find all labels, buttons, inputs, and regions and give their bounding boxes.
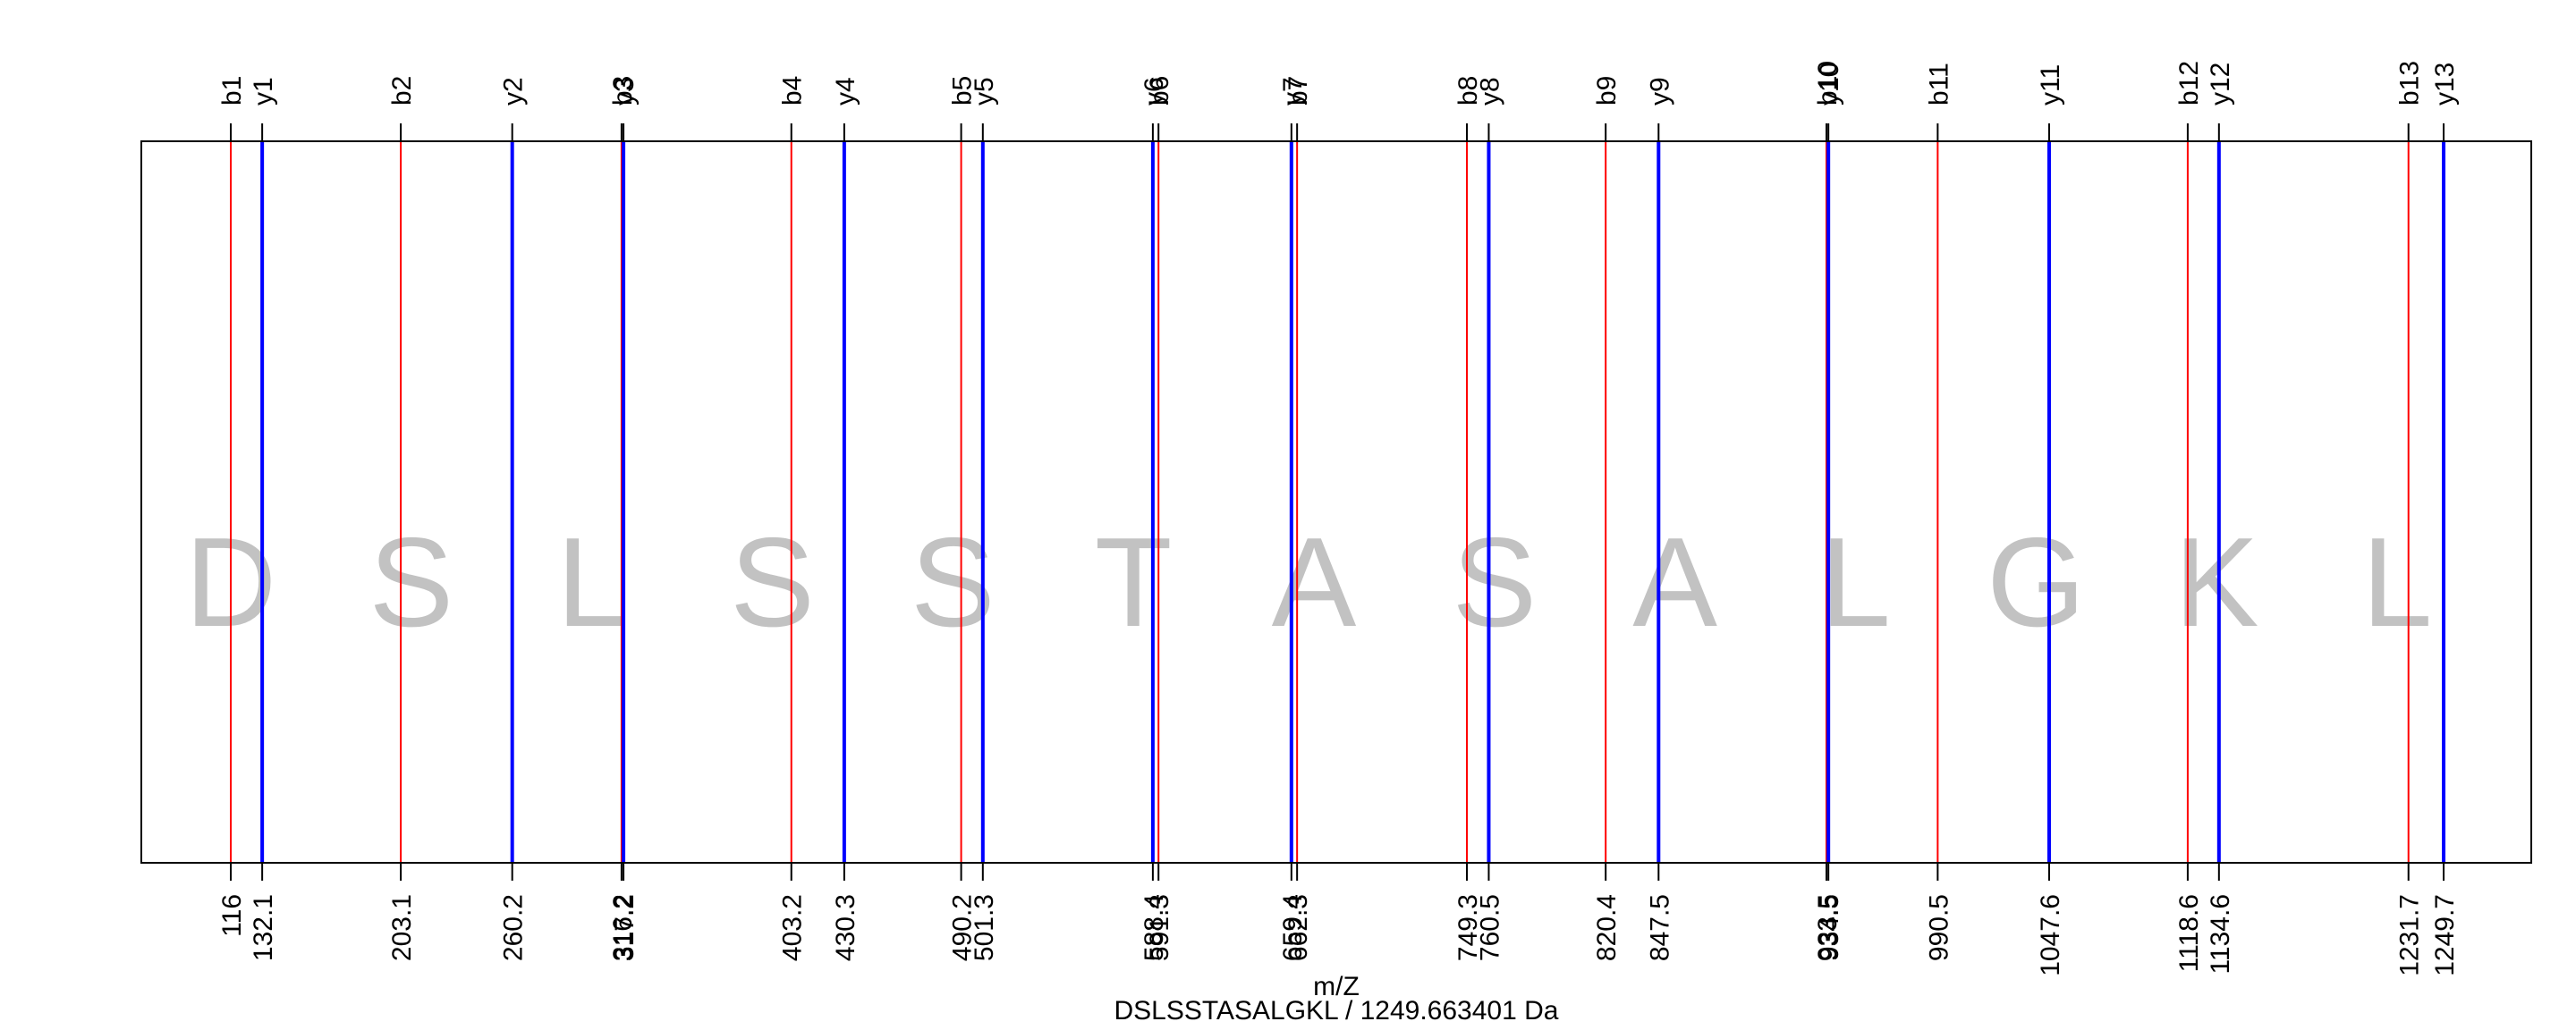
b-ion-label: b9 [1592,76,1622,106]
residue-letter: S [730,511,815,654]
x-axis-label: m/Z [1313,972,1360,1001]
b-ion-label: b6 [1145,76,1174,106]
top-ion-labels: b1 b2 b3 b4 b5 b6 b7 b8 b9 b10 b11 b12 b13 y1 y2 y3 y4 y5… [217,61,2460,141]
y-ion-label: y7 [1278,77,1308,106]
residue-letter: G [1987,511,2085,654]
y-ion-label: y13 [2430,63,2460,106]
b-mz-label: 990.5 [1924,894,1953,961]
b-ion-label: b3 [608,76,638,106]
b-mz-label: 116 [217,894,247,937]
y-ion-label: y6 [1140,77,1169,106]
b-ion-label: b11 [1924,63,1953,106]
b-ion-label: b12 [2174,61,2204,106]
residue-letter: S [369,511,453,654]
y-ion-label: y12 [2206,63,2235,106]
y-mz-label: 132.1 [249,894,278,961]
b-mz-label: 662.3 [1284,894,1313,961]
b-mz-label: 591.3 [1145,894,1174,961]
y-mz-label: 260.2 [499,894,529,961]
y-ion-label: y2 [499,77,529,106]
b-mz-label: 1118.6 [2174,894,2204,972]
b-ion-label: b10 [1813,61,1843,106]
residue-letter: T [1095,511,1173,654]
b-ion-label: b1 [217,76,247,106]
bottom-mz-labels: 116 203.1 316.2 403.2 490.2 591.3 662.3 749.3 82… [217,863,2460,976]
y-ion-label: y10 [1815,63,1844,106]
y-ion-label: y11 [2036,64,2065,106]
y-mz-label: 317.2 [610,894,640,961]
residue-letter: L [1820,511,1891,654]
b-ion-label: b8 [1453,76,1483,106]
b-mz-label: 403.2 [778,894,808,961]
b-mz-label: 203.1 [387,894,417,961]
b-mz-label: 316.2 [608,894,638,961]
y-mz-label: 659.4 [1278,894,1308,961]
b-ion-label: b4 [778,76,808,106]
plot-frame [140,140,2532,864]
b-mz-label: 820.4 [1592,894,1622,961]
y-ion-label: y8 [1475,77,1504,106]
y-mz-label: 588.4 [1140,894,1169,961]
b-ion-label: b2 [387,76,417,106]
b-ion-label: b13 [2395,61,2425,106]
ion-lines [230,141,2445,863]
y-mz-label: 760.5 [1475,894,1504,961]
y-ion-label: y4 [831,77,860,106]
y-ion-label: y3 [610,77,640,106]
y-mz-label: 847.5 [1645,894,1674,961]
y-mz-label: 1047.6 [2036,894,2065,976]
b-mz-label: 1231.7 [2395,894,2425,976]
y-mz-label: 1134.6 [2206,894,2235,975]
residue-letter: L [2362,511,2433,654]
y-mz-label: 934.5 [1815,894,1844,961]
y-ion-label: y1 [249,77,278,106]
chart-title: DSLSSTASALGKL / 1249.663401 Da [1114,996,1559,1026]
b-mz-label: 749.3 [1453,894,1483,961]
residue-letter: A [1632,511,1717,654]
b-ion-label: b5 [948,76,978,106]
b-mz-label: 933.5 [1813,894,1843,961]
residue-letter: L [556,511,627,654]
residue-letter: S [1452,511,1537,654]
y-mz-label: 501.3 [970,894,999,961]
b-ion-label: b7 [1284,76,1313,106]
residue-letter: A [1272,511,1357,654]
y-ion-label: y5 [970,77,999,106]
y-ion-label: y9 [1645,77,1674,106]
b-mz-label: 490.2 [948,894,978,961]
y-mz-label: 430.3 [831,894,860,961]
y-mz-label: 1249.7 [2430,894,2460,976]
